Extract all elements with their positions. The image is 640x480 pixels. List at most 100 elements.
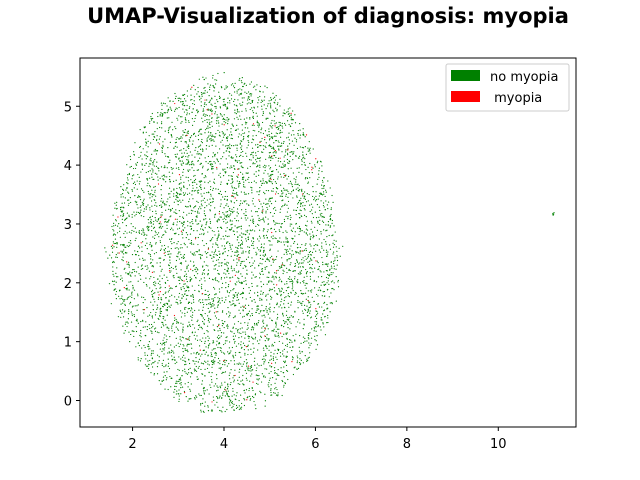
data-point-no-myopia <box>137 359 139 361</box>
data-point-no-myopia <box>220 183 222 185</box>
data-point-no-myopia <box>236 90 238 92</box>
data-point-no-myopia <box>163 325 165 327</box>
data-point-no-myopia <box>241 140 243 143</box>
data-point-no-myopia <box>259 200 261 202</box>
data-point-no-myopia <box>257 157 259 160</box>
data-point-no-myopia <box>154 360 156 363</box>
data-point-no-myopia <box>210 186 212 188</box>
data-point-no-myopia <box>136 203 138 206</box>
data-point-no-myopia <box>210 240 212 242</box>
data-point-no-myopia <box>285 236 287 238</box>
data-point-no-myopia <box>198 290 200 292</box>
data-point-no-myopia <box>201 283 203 286</box>
data-point-no-myopia <box>290 315 292 317</box>
data-point-no-myopia <box>197 112 199 114</box>
data-point-no-myopia <box>149 170 151 172</box>
data-point-no-myopia <box>226 324 229 326</box>
data-point-no-myopia <box>247 229 249 231</box>
data-point-no-myopia <box>130 242 132 244</box>
data-point-no-myopia <box>331 303 333 305</box>
data-point-no-myopia <box>199 313 202 316</box>
data-point-no-myopia <box>192 254 195 256</box>
data-point-no-myopia <box>156 307 159 309</box>
data-point-no-myopia <box>142 200 145 202</box>
data-point-no-myopia <box>162 102 165 104</box>
data-point-no-myopia <box>287 245 289 247</box>
data-point-no-myopia <box>129 166 131 168</box>
data-point-no-myopia <box>231 83 234 85</box>
data-point-no-myopia <box>311 328 313 330</box>
data-point-no-myopia <box>229 100 231 102</box>
data-point-no-myopia <box>218 367 220 369</box>
data-point-no-myopia <box>214 95 216 97</box>
data-point-no-myopia <box>286 318 288 321</box>
data-point-no-myopia <box>182 229 184 232</box>
data-point-no-myopia <box>131 175 134 177</box>
data-point-no-myopia <box>246 273 248 275</box>
data-point-no-myopia <box>143 215 145 218</box>
data-point-no-myopia <box>318 206 320 208</box>
data-point-no-myopia <box>147 367 150 370</box>
data-point-no-myopia <box>228 347 230 349</box>
data-point-no-myopia <box>202 149 204 151</box>
data-point-no-myopia <box>253 299 255 301</box>
data-point-no-myopia <box>156 331 159 333</box>
data-point-no-myopia <box>230 156 233 158</box>
data-point-no-myopia <box>247 327 249 329</box>
data-point-no-myopia <box>182 216 184 218</box>
data-point-no-myopia <box>256 166 258 168</box>
data-point-no-myopia <box>290 304 292 306</box>
data-point-no-myopia <box>166 227 168 230</box>
data-point-no-myopia <box>256 120 258 122</box>
data-point-no-myopia <box>296 280 298 282</box>
data-point-no-myopia <box>133 289 136 291</box>
data-point-no-myopia <box>117 276 119 278</box>
data-point-no-myopia <box>305 272 308 274</box>
data-point-no-myopia <box>111 280 114 282</box>
data-point-no-myopia <box>177 204 179 206</box>
data-point-no-myopia <box>197 151 199 153</box>
data-point-no-myopia <box>230 290 232 292</box>
data-point-no-myopia <box>274 349 276 351</box>
data-point-no-myopia <box>132 288 134 290</box>
data-point-no-myopia <box>276 132 279 135</box>
data-point-no-myopia <box>247 91 250 93</box>
data-point-no-myopia <box>229 314 231 316</box>
data-point-no-myopia <box>212 396 214 398</box>
data-point-no-myopia <box>197 91 199 93</box>
data-point-no-myopia <box>214 153 217 155</box>
data-point-no-myopia <box>160 383 162 385</box>
data-point-no-myopia <box>135 231 137 233</box>
data-point-no-myopia <box>263 221 265 223</box>
data-point-no-myopia <box>264 353 267 355</box>
data-point-no-myopia <box>134 142 136 144</box>
data-point-no-myopia <box>182 102 184 105</box>
data-point-no-myopia <box>273 278 275 280</box>
data-point-no-myopia <box>277 176 279 178</box>
data-point-no-myopia <box>290 278 293 280</box>
data-point-no-myopia <box>235 104 237 106</box>
data-point-no-myopia <box>296 167 298 169</box>
data-point-no-myopia <box>209 88 211 91</box>
data-point-no-myopia <box>160 223 162 225</box>
data-point-no-myopia <box>309 250 312 253</box>
data-point-no-myopia <box>290 262 292 264</box>
data-point-no-myopia <box>242 184 245 186</box>
data-point-no-myopia <box>190 88 192 90</box>
data-point-no-myopia <box>231 303 234 305</box>
data-point-no-myopia <box>188 198 191 200</box>
data-point-no-myopia <box>182 108 184 110</box>
data-point-no-myopia <box>275 169 278 171</box>
data-point-no-myopia <box>217 357 220 360</box>
data-point-no-myopia <box>299 271 301 273</box>
data-point-no-myopia <box>264 85 266 87</box>
data-point-no-myopia <box>275 127 277 129</box>
data-point-no-myopia <box>207 360 209 362</box>
data-point-no-myopia <box>180 379 182 381</box>
data-point-no-myopia <box>326 229 328 231</box>
data-point-no-myopia <box>124 304 126 307</box>
data-point-no-myopia <box>146 151 148 153</box>
data-point-no-myopia <box>227 120 229 122</box>
data-point-no-myopia <box>150 323 153 326</box>
data-point-no-myopia <box>183 283 185 285</box>
